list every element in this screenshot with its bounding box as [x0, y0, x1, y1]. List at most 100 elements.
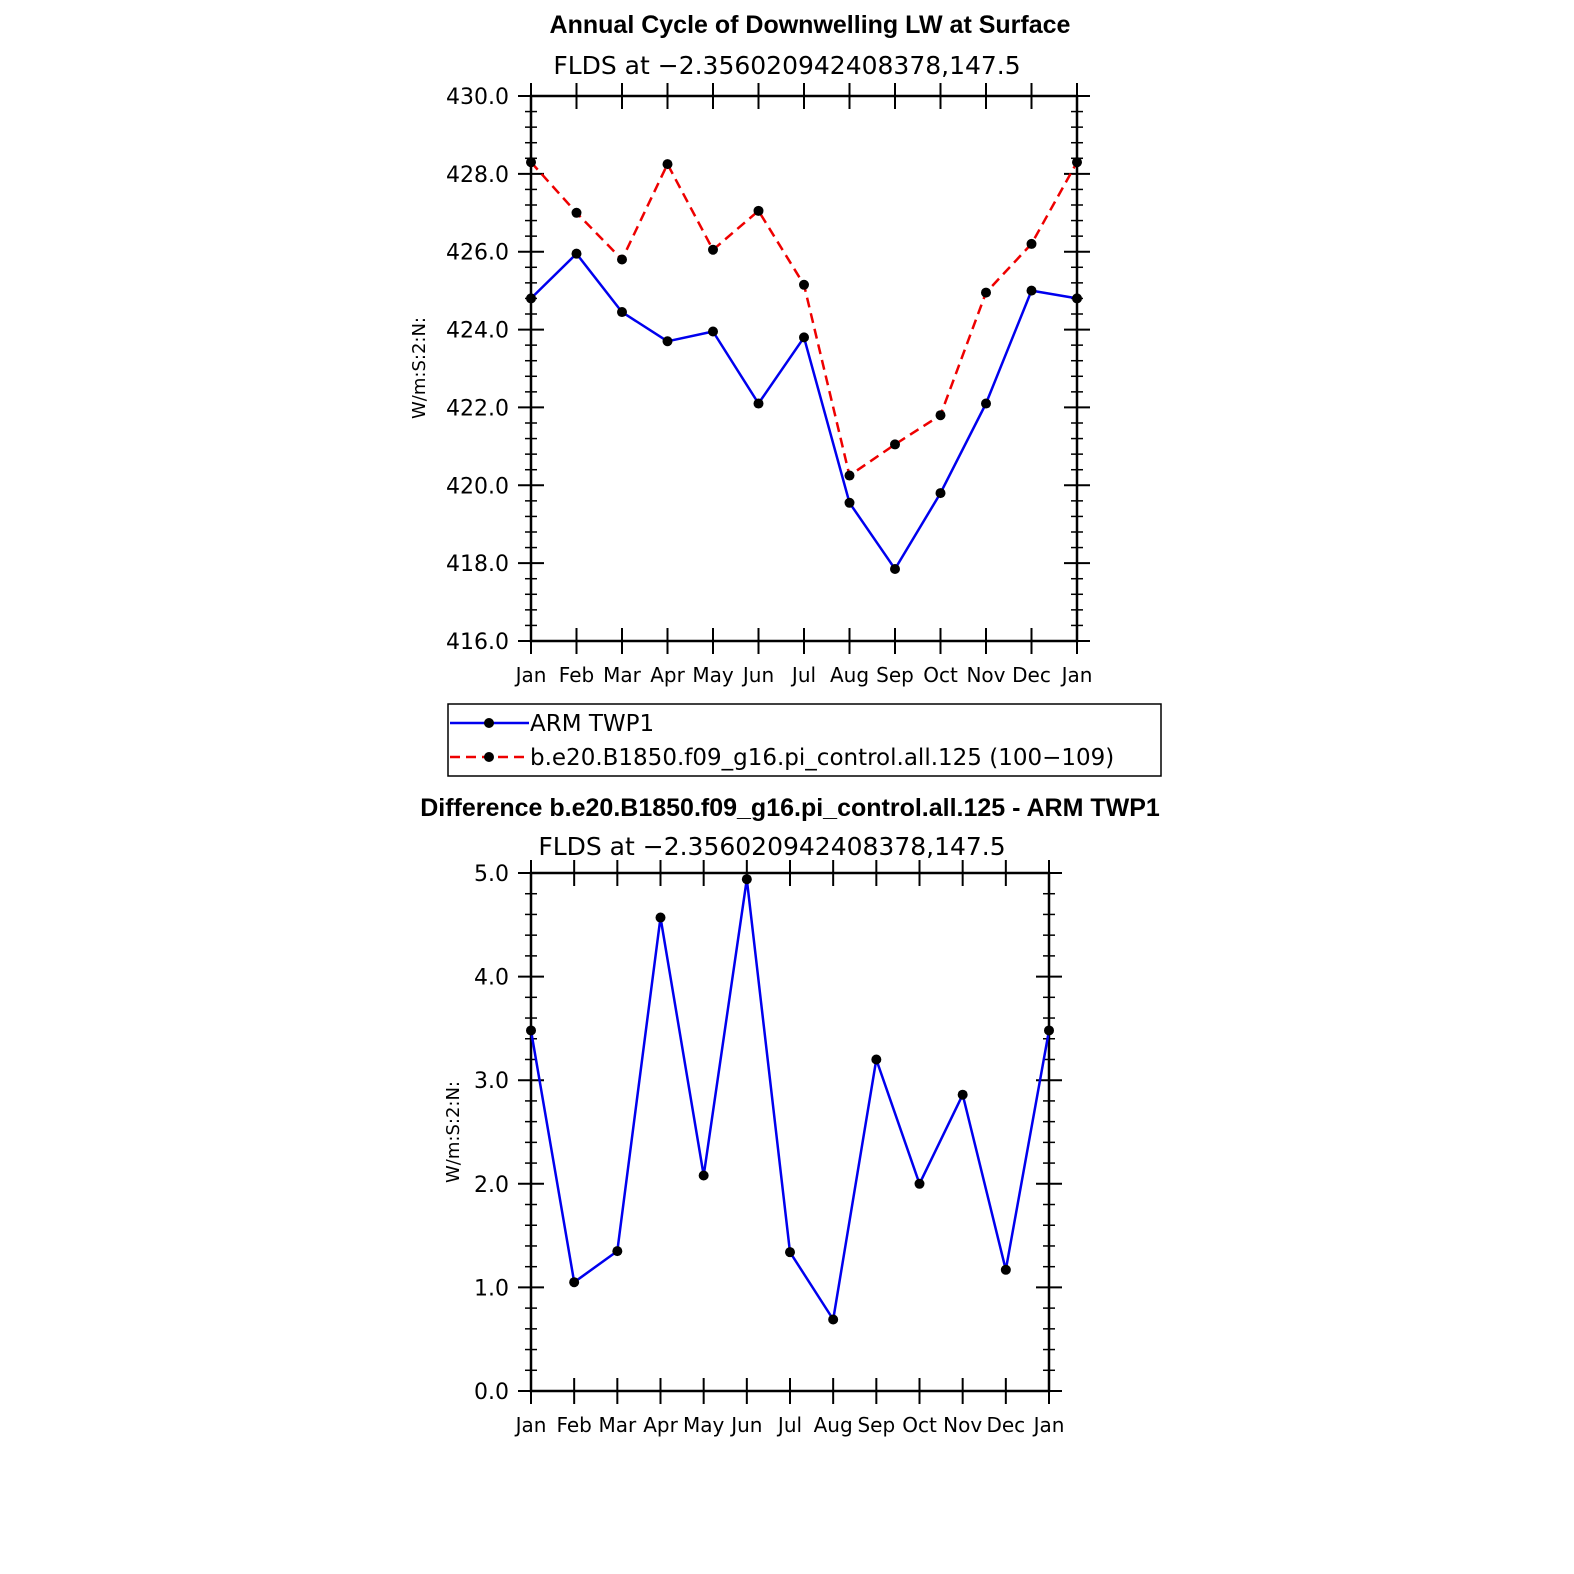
panel1-data-point [799, 332, 809, 343]
panel2-ytick-label: 4.0 [474, 966, 509, 991]
panel1-data-point [662, 159, 673, 170]
panel2-data-point [655, 912, 666, 923]
panel2-data-point [785, 1247, 795, 1258]
panel2-xtick-label: Feb [556, 1413, 591, 1437]
panel2-ytick-label: 0.0 [474, 1380, 509, 1405]
panel1-xtick-label: Oct [923, 663, 958, 687]
panel1-subtitle: FLDS at −2.356020942408378,147.5 [553, 51, 1020, 80]
panel2-subtitle: FLDS at −2.356020942408378,147.5 [538, 832, 1005, 861]
panel1-ytick-label: 426.0 [446, 241, 509, 266]
panel1-data-point [708, 244, 718, 255]
panel1-data-point [571, 248, 582, 259]
panel2-data-point [914, 1178, 925, 1189]
annual-cycle-panel: Annual Cycle of Downwelling LW at Surfac… [409, 11, 1162, 777]
panel1-data-point [1026, 285, 1037, 296]
panel2-xtick-label: Oct [902, 1413, 937, 1437]
panel2-xtick-label: Jan [514, 1413, 547, 1437]
panel1-ytick-label: 418.0 [446, 552, 509, 577]
panel1-ytick-label: 422.0 [446, 396, 509, 421]
panel2-xtick-label: Jun [729, 1413, 762, 1437]
panel1-data-point [1072, 293, 1082, 304]
panel1-xtick-label: Mar [603, 663, 642, 687]
panel1-y-axis-label: W/m:S:2:N: [409, 317, 430, 419]
panel2-xtick-label: Nov [943, 1413, 982, 1437]
panel2-y-axis-label: W/m:S:2:N: [443, 1081, 464, 1183]
panel1-xtick-label: Sep [876, 663, 914, 687]
panel1-data-point [981, 287, 991, 298]
panel2-xtick-label: Aug [814, 1413, 853, 1437]
legend-label-model: b.e20.B1850.f09_g16.pi_control.all.125 (… [530, 745, 1114, 771]
panel1-axes: 416.0 418.0 420.0 422.0 424.0 426.0 428.0 430.0… [446, 83, 1092, 687]
panel2-ytick-label: 5.0 [474, 862, 509, 887]
panel1-data-point [571, 207, 582, 218]
panel1-xtick-label: Apr [650, 663, 685, 687]
panel1-xtick-label: Jul [790, 663, 816, 687]
panel1-xtick-label: Nov [966, 663, 1005, 687]
panel2-data-point [612, 1246, 623, 1257]
panel2-xtick-label: Apr [643, 1413, 678, 1437]
panel2-data-point [1000, 1264, 1011, 1275]
panel2-data-point [828, 1314, 839, 1325]
panel2-axes: 0.0 1.0 2.0 3.0 4.0 5.0 Jan Feb Mar Apr May Jun Jul A… [474, 860, 1064, 1437]
panel2-xtick-label: Mar [598, 1413, 637, 1437]
panel2-data-point [871, 1054, 882, 1065]
panel1-ytick-label: 420.0 [446, 474, 509, 499]
panel1-ytick-label: 416.0 [446, 630, 509, 655]
panel2-data-point [569, 1277, 580, 1288]
legend-label-arm: ARM TWP1 [530, 711, 654, 737]
panel2-title: Difference b.e20.B1850.f09_g16.pi_contro… [420, 794, 1160, 822]
panel2-ytick-label: 1.0 [474, 1276, 509, 1301]
panel1-series-line-0 [530, 252, 1078, 571]
panel1-xtick-label: Jan [514, 663, 547, 687]
panel1-plot-frame [529, 94, 1079, 643]
panel1-data-point [935, 488, 946, 499]
panel2-ytick-label: 2.0 [474, 1173, 509, 1198]
panel1-data-point [753, 205, 764, 216]
panel1-data-point [526, 293, 536, 304]
panel1-data-point [526, 157, 536, 168]
panel1-data-point [708, 326, 718, 337]
panel2-xtick-label: Dec [986, 1413, 1025, 1437]
legend-marker-arm [484, 718, 494, 728]
panel1-data-point [890, 563, 900, 574]
panel1-xtick-label: Feb [559, 663, 594, 687]
panel1-title: Annual Cycle of Downwelling LW at Surfac… [550, 11, 1071, 39]
panel2-xtick-label: May [683, 1413, 725, 1437]
panel1-data-point [935, 410, 946, 421]
panel2-ytick-label: 3.0 [474, 1069, 509, 1094]
panel2-data-point [526, 1025, 536, 1036]
panel1-data-point [662, 336, 673, 347]
panel1-xtick-label: Aug [830, 663, 869, 687]
panel1-data-point [844, 497, 855, 508]
panel2-xtick-label: Jan [1032, 1413, 1065, 1437]
panel1-data-point [617, 254, 627, 265]
panel2-data-point [741, 874, 752, 885]
panel1-xtick-label: Dec [1012, 663, 1051, 687]
panel1-xtick-label: Jan [1060, 663, 1093, 687]
panel2-xtick-label: Jul [776, 1413, 802, 1437]
legend-marker-model [484, 752, 494, 762]
panel1-xtick-label: Jun [741, 663, 774, 687]
panel1-data-point [799, 279, 809, 290]
panel1-ytick-label: 428.0 [446, 163, 509, 188]
panel1-data-point [753, 398, 764, 409]
panel1-data-point [1072, 157, 1082, 168]
panel1-ytick-label: 430.0 [446, 85, 509, 110]
panel2-data-point [957, 1089, 968, 1100]
panel1-data-point [981, 398, 991, 409]
panel1-series [526, 157, 1082, 574]
legend: ARM TWP1 b.e20.B1850.f09_g16.pi_control.… [447, 703, 1162, 777]
panel1-ytick-label: 424.0 [446, 319, 509, 344]
panel1-xtick-label: May [692, 663, 734, 687]
panel1-data-point [844, 470, 855, 481]
panel2-data-point [698, 1170, 709, 1181]
difference-panel: Difference b.e20.B1850.f09_g16.pi_contro… [420, 794, 1160, 1437]
legend-box [447, 703, 1162, 777]
panel1-series-line-1 [530, 161, 1079, 477]
panel2-series [526, 874, 1054, 1325]
panel2-xtick-label: Sep [857, 1413, 895, 1437]
panel1-data-point [890, 439, 900, 450]
panel2-data-point [1044, 1025, 1054, 1036]
panel1-data-point [617, 307, 627, 318]
